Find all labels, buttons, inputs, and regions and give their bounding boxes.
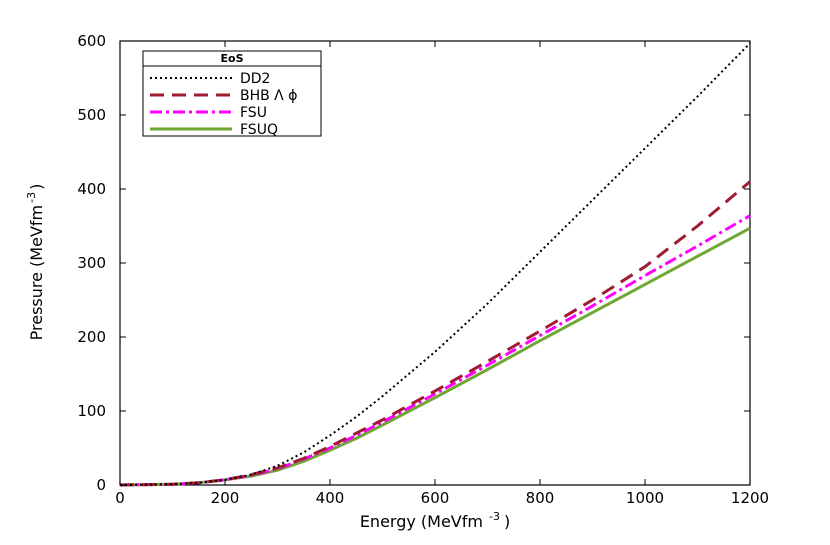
- x-tick-label: 1000: [626, 489, 664, 507]
- x-tick-label: 400: [316, 489, 345, 507]
- y-tick-label: 100: [77, 402, 106, 420]
- x-axis-label-text: Energy (MeVfm: [360, 512, 483, 531]
- y-tick-label: 200: [77, 328, 106, 346]
- legend-label-4: FSUQ: [240, 122, 278, 138]
- x-tick-label: 600: [421, 489, 450, 507]
- x-axis-label-sup: -3: [489, 510, 500, 523]
- y-axis-label-end: ): [27, 184, 46, 190]
- x-tick-label: 800: [526, 489, 555, 507]
- y-tick-label: 600: [77, 32, 106, 50]
- series-line-3: [119, 214, 751, 487]
- y-axis-label: Pressure (MeVfm -3): [25, 184, 46, 341]
- legend-title: EoS: [221, 52, 244, 65]
- legend-label-1: DD2: [240, 71, 270, 87]
- x-tick-label: 200: [211, 489, 240, 507]
- series-line-2: [119, 180, 751, 487]
- y-tick-label: 500: [77, 106, 106, 124]
- x-axis-label: Energy (MeVfm -3): [360, 510, 510, 531]
- legend-label-2: BHB Λ ϕ: [240, 88, 297, 104]
- x-axis-label-end: ): [504, 512, 510, 531]
- y-tick-label: 0: [96, 476, 106, 494]
- y-tick-label: 300: [77, 254, 106, 272]
- x-tick-label: 0: [115, 489, 125, 507]
- x-tick-label: 1200: [731, 489, 769, 507]
- legend-label-3: FSU: [240, 105, 267, 121]
- y-axis-label-text: Pressure (MeVfm: [27, 205, 46, 340]
- series-layer: [119, 42, 751, 487]
- y-tick-label: 400: [77, 180, 106, 198]
- series-line-1: [119, 42, 751, 486]
- ticks-layer: 0 200 400 600 800 1000 1200 0 100 200 300 400 500 600: [77, 32, 769, 507]
- series-line-4: [119, 226, 751, 487]
- y-axis-label-sup: -3: [25, 192, 38, 203]
